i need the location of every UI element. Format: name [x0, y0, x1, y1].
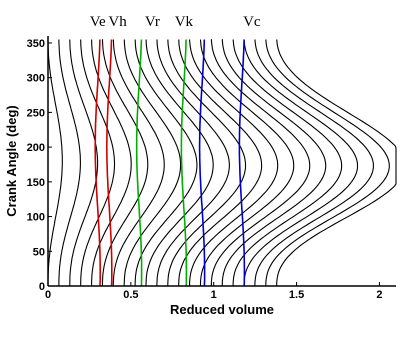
series-line	[198, 39, 206, 287]
curve-line	[145, 39, 214, 286]
curve-line	[221, 38, 327, 287]
y-tick-label: 50	[33, 246, 45, 258]
tick-labels: 0 0.5 1 1.5 2 0 50 100 150 200 250 300 350	[27, 38, 383, 301]
y-tick-label: 200	[27, 142, 45, 154]
curve-line	[189, 39, 279, 286]
x-tick-label: 2	[376, 289, 382, 301]
series-label: Vr	[145, 14, 160, 30]
curve-line	[210, 38, 311, 287]
y-tick-label: 150	[27, 177, 45, 189]
series-line	[180, 39, 188, 287]
x-tick-label: 1.5	[289, 289, 304, 301]
curve-line	[47, 39, 63, 286]
y-tick-label: 350	[27, 38, 45, 50]
y-tick-label: 100	[27, 212, 45, 224]
curve-line	[80, 39, 116, 286]
series-label: Vk	[175, 14, 194, 30]
series-label: Ve	[90, 14, 106, 30]
series-line	[94, 39, 101, 287]
curve-line	[265, 39, 390, 286]
curve-line	[112, 39, 165, 286]
curve-line	[276, 39, 397, 286]
x-tick-label: 0	[45, 289, 51, 301]
curve-line	[156, 39, 230, 286]
curve-line	[69, 39, 99, 286]
series-line	[238, 39, 246, 287]
y-tick-label: 0	[39, 281, 45, 293]
curve-line	[134, 39, 198, 286]
curve-line	[178, 39, 263, 286]
curve-line	[123, 39, 182, 286]
curve-line	[243, 39, 359, 286]
y-tick-label: 250	[27, 107, 45, 119]
x-tick-label: 0.5	[123, 289, 138, 301]
curve-line	[232, 39, 343, 286]
series-line	[135, 39, 143, 286]
series-label: Vh	[108, 14, 127, 30]
curve-line	[167, 39, 247, 286]
series-line	[106, 39, 113, 287]
series-lines	[94, 39, 246, 287]
y-tick-label: 300	[27, 73, 45, 85]
x-axis-title: Reduced volume	[170, 302, 274, 317]
tick-marks	[47, 42, 380, 287]
curve-line	[58, 39, 81, 286]
series-labels: Ve Vh Vr Vk Vc	[90, 14, 261, 30]
series-label: Vc	[243, 14, 261, 30]
curve-line	[199, 39, 295, 286]
y-axis-title: Crank Angle (deg)	[4, 105, 19, 216]
curve-line	[254, 39, 374, 286]
x-tick-label: 1	[211, 289, 217, 301]
